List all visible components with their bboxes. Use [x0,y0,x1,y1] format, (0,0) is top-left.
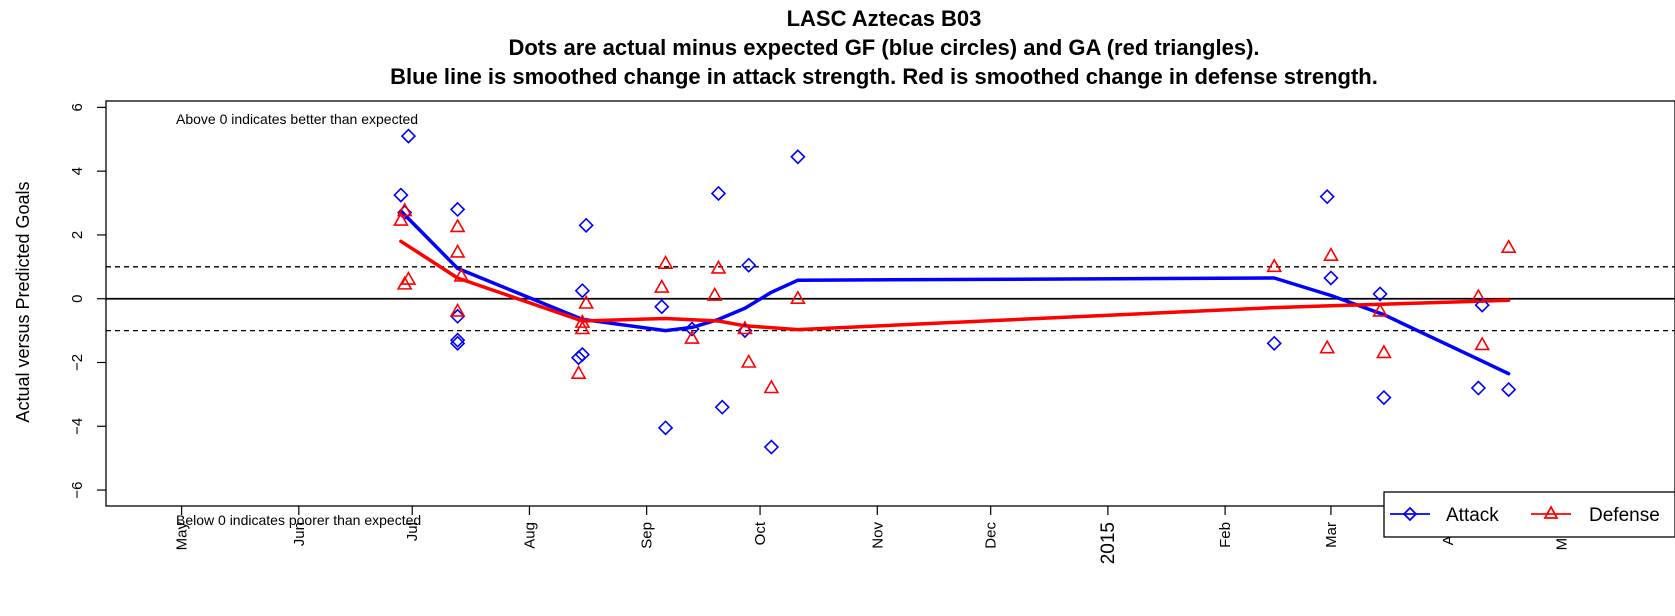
defense-point-12 [653,278,670,293]
y-tick-label-0: −6 [69,482,86,499]
attack-point-7 [574,283,591,299]
x-tick-label-0: May [174,522,191,551]
legend-attack-marker [1402,506,1418,522]
attack-point-11 [654,299,670,315]
x-tick-label-9: Feb [1217,522,1234,548]
defense-point-28 [1500,239,1517,253]
legend-box [1383,491,1675,538]
smoothed-lines [399,209,1511,376]
defense-point-11 [578,294,595,309]
defense-point-14 [684,329,700,344]
defense-smooth-line [399,239,1511,332]
attack-point-19 [790,149,806,165]
defense-point-19 [763,379,780,394]
annotation-below: Below 0 indicates poorer than expected [176,512,421,528]
defense-point-22 [1319,339,1336,354]
defense-point-2 [396,275,413,290]
attack-point-0 [393,187,409,203]
x-tick-label-6: Nov [869,522,886,549]
attack-point-9 [570,350,587,366]
x-tick-label-4: Sep [639,522,656,549]
y-tick-label-4: 2 [69,231,86,239]
defense-point-26 [1470,288,1487,303]
attack-point-12 [657,420,674,436]
plot-frame [105,100,1675,507]
defense-point-21 [1266,258,1283,273]
defense-point-0 [393,211,409,226]
defense-point-8 [570,365,587,379]
chart-subtitle-line-1: Dots are actual minus expected GF (blue … [508,35,1259,60]
legend-defense-label: Defense [1589,505,1660,526]
x-tick-label-10: Mar [1323,522,1340,548]
attack-point-4 [449,308,466,324]
defense-point-5 [449,243,466,258]
attack-point-21 [1319,189,1335,205]
x-axis: MayJunJulAugSepOctNovDec2015FebMarAprMay [174,506,1571,564]
legend: Attack Defense [1383,491,1675,538]
attack-point-2 [400,128,417,144]
attack-point-10 [578,217,594,234]
attack-point-20 [1266,335,1282,351]
defense-point-25 [1376,344,1392,359]
attack-point-25 [1470,380,1487,396]
attack-point-5 [449,332,466,348]
x-tick-label-2: Jul [404,522,421,541]
attack-point-26 [1474,297,1490,313]
annotation-above: Above 0 indicates better than expected [176,111,418,127]
y-tick-label-1: −4 [69,418,86,435]
y-tick-label-3: 0 [69,295,86,303]
chart-subtitle-line-2: Blue line is smoothed change in attack s… [390,64,1378,89]
y-tick-label-6: 6 [69,103,86,111]
defense-point-27 [1474,336,1491,351]
defense-point-24 [1372,302,1388,317]
data-points [393,128,1517,455]
defense-point-20 [790,290,806,305]
attack-point-18 [763,439,780,455]
y-axis: −6 −4 −2 0 2 4 6 [69,103,106,499]
defense-point-4 [449,218,466,233]
attack-point-27 [1501,381,1517,398]
attack-smooth-line [399,209,1511,376]
attack-point-24 [1376,389,1392,406]
y-tick-label-2: −2 [69,354,86,371]
y-tick-label-5: 4 [69,167,86,175]
attack-point-13 [684,321,700,337]
attack-point-14 [710,185,727,202]
x-tick-label-7: Dec [983,522,1000,549]
defense-point-23 [1323,247,1339,261]
defense-point-10 [574,320,591,335]
attack-point-15 [714,399,730,415]
defense-point-3 [400,270,417,285]
x-tick-label-1: Jun [291,522,308,546]
defense-point-13 [657,255,674,269]
defense-point-1 [396,202,413,217]
x-tick-label-5: Oct [752,521,769,545]
chart-title: LASC Aztecas B03 [787,6,982,31]
x-tick-label-3: Aug [521,522,538,549]
defense-point-17 [737,320,753,335]
defense-point-16 [710,259,727,274]
y-axis-label: Actual versus Predicted Goals [13,181,33,422]
x-tick-label-8: 2015 [1098,522,1119,564]
attack-point-3 [449,201,466,218]
attack-point-6 [449,335,466,351]
defense-point-9 [574,314,591,328]
attack-point-23 [1372,286,1388,302]
attack-point-17 [741,257,757,273]
legend-defense-marker [1543,505,1559,519]
defense-point-18 [740,353,757,368]
legend-attack-label: Attack [1446,505,1499,526]
reference-lines [106,266,1675,332]
attack-point-22 [1323,270,1339,286]
defense-point-15 [706,286,723,301]
defense-point-6 [453,267,470,282]
defense-point-7 [449,302,466,317]
